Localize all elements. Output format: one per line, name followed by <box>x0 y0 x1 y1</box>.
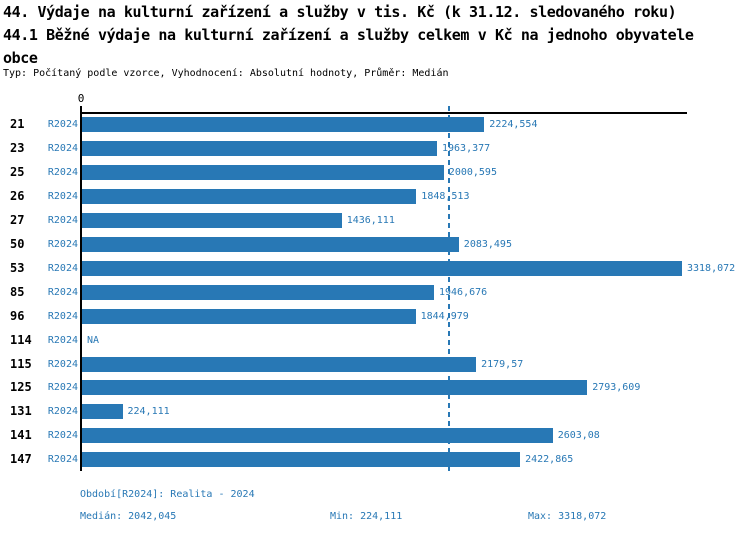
bar <box>82 212 342 228</box>
table-row: 50 R2024 2083,495 <box>0 233 750 257</box>
row-period-label: R2024 <box>47 262 78 274</box>
bar-value-label: 2422,865 <box>525 454 574 466</box>
bar <box>82 164 444 180</box>
row-period-label: R2024 <box>47 310 78 322</box>
table-row: 147 R2024 2422,865 <box>0 448 750 472</box>
table-row: 27 R2024 1436,111 <box>0 209 750 233</box>
row-category-label: 125 <box>10 380 32 395</box>
table-row: 131 R2024 224,111 <box>0 400 750 424</box>
bar <box>82 188 417 204</box>
bar <box>82 428 553 444</box>
footer-median: Medián: 2042,045 <box>80 511 177 522</box>
footer-min: Min: 224,111 <box>330 511 403 522</box>
bar-value-label: 2083,495 <box>463 238 512 250</box>
bar <box>82 236 459 252</box>
row-category-label: 147 <box>10 452 32 467</box>
table-row: 85 R2024 1946,676 <box>0 281 750 305</box>
bar <box>82 140 437 156</box>
row-category-label: 85 <box>10 284 25 299</box>
bar-value-label: 224,111 <box>127 406 170 418</box>
table-row: 141 R2024 2603,08 <box>0 424 750 448</box>
row-category-label: 114 <box>10 332 32 347</box>
bar-value-label: 2000,595 <box>448 166 497 178</box>
table-row: 114 R2024 NA <box>0 329 750 353</box>
row-period-label: R2024 <box>47 190 78 202</box>
table-row: 115 R2024 2179,57 <box>0 353 750 377</box>
bar <box>82 404 123 420</box>
row-period-label: R2024 <box>47 358 78 370</box>
row-period-label: R2024 <box>47 238 78 250</box>
bar-value-label: 1436,111 <box>346 214 395 226</box>
row-category-label: 27 <box>10 212 25 227</box>
bar-value-label: 1963,377 <box>442 142 491 154</box>
row-period-label: R2024 <box>47 214 78 226</box>
bar <box>82 260 682 276</box>
row-period-label: R2024 <box>47 406 78 418</box>
bar-value-label: 2793,609 <box>592 382 641 394</box>
row-category-label: 26 <box>10 188 25 203</box>
bar-value-label: 2224,554 <box>489 119 538 130</box>
bar <box>82 452 521 468</box>
y-axis-line <box>80 106 82 471</box>
table-row: 25 R2024 2000,595 <box>0 161 750 185</box>
row-period-label: R2024 <box>47 382 78 394</box>
table-row: 23 R2024 1963,377 <box>0 137 750 161</box>
table-row: 125 R2024 2793,609 <box>0 376 750 400</box>
bar-value-label: 1946,676 <box>439 286 488 298</box>
x-axis-line <box>80 112 687 114</box>
row-period-label: R2024 <box>47 334 78 346</box>
bar <box>82 356 477 372</box>
row-category-label: 50 <box>10 236 25 251</box>
bar <box>82 284 434 300</box>
row-period-label: R2024 <box>47 430 78 442</box>
bar-value-label: NA <box>87 334 100 346</box>
table-row: 53 R2024 3318,072 <box>0 257 750 281</box>
bar-value-label: 2179,57 <box>481 358 524 370</box>
chart-title-line2: 44.1 Běžné výdaje na kulturní zařízení a… <box>3 26 694 44</box>
row-period-label: R2024 <box>47 286 78 298</box>
footer-period: Období[R2024]: Realita - 2024 <box>80 489 255 500</box>
row-period-label: R2024 <box>47 454 78 466</box>
chart-subtitle: Typ: Počítaný podle vzorce, Vyhodnocení:… <box>3 68 449 79</box>
row-period-label: R2024 <box>47 142 78 154</box>
row-category-label: 53 <box>10 260 25 275</box>
bar-value-label: 1844,979 <box>420 310 469 322</box>
table-row: 21 R2024 2224,554 <box>0 113 750 137</box>
row-category-label: 25 <box>10 164 25 179</box>
chart-title-line1: 44. Výdaje na kulturní zařízení a služby… <box>3 3 677 21</box>
row-category-label: 21 <box>10 117 25 131</box>
bar <box>82 117 485 132</box>
chart-title-line3: obce <box>3 49 38 67</box>
bar-value-label: 3318,072 <box>687 262 736 274</box>
row-category-label: 115 <box>10 356 32 371</box>
x-axis-origin-label: 0 <box>77 92 85 105</box>
footer-max: Max: 3318,072 <box>528 511 607 522</box>
table-row: 26 R2024 1848,513 <box>0 185 750 209</box>
row-category-label: 141 <box>10 428 32 443</box>
row-category-label: 96 <box>10 308 25 323</box>
row-period-label: R2024 <box>47 119 78 130</box>
row-period-label: R2024 <box>47 166 78 178</box>
table-row: 96 R2024 1844,979 <box>0 305 750 329</box>
bar <box>82 308 416 324</box>
bar-value-label: 1848,513 <box>421 190 470 202</box>
row-category-label: 131 <box>10 404 32 419</box>
row-category-label: 23 <box>10 140 25 155</box>
bar <box>82 380 588 396</box>
median-line <box>448 106 450 471</box>
bar-value-label: 2603,08 <box>557 430 600 442</box>
